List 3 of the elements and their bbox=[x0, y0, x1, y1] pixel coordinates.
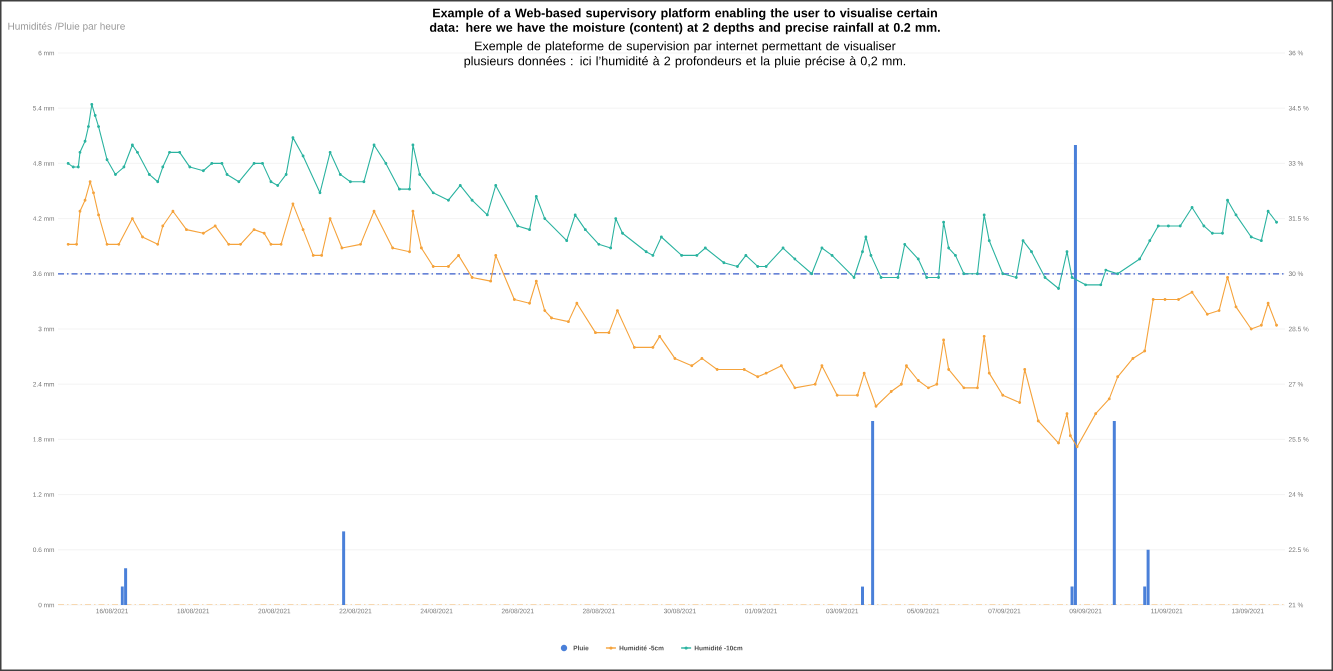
annotation: Exemple de plateforme de supervision par internet permettant de visualiser plusieurs données : ici l’humidité à 2 profondeurs et la pluie précise à 0,2 mm. bbox=[464, 41, 906, 68]
chart-title: Humidités /Pluie par heure bbox=[8, 22, 125, 32]
text: Example of a Web-based supervisory platform enabling the user to visualise certain data: here we have the moisture (content) at 2 depths and precise rainfall at 0.2 mm. bbox=[429, 8, 940, 35]
